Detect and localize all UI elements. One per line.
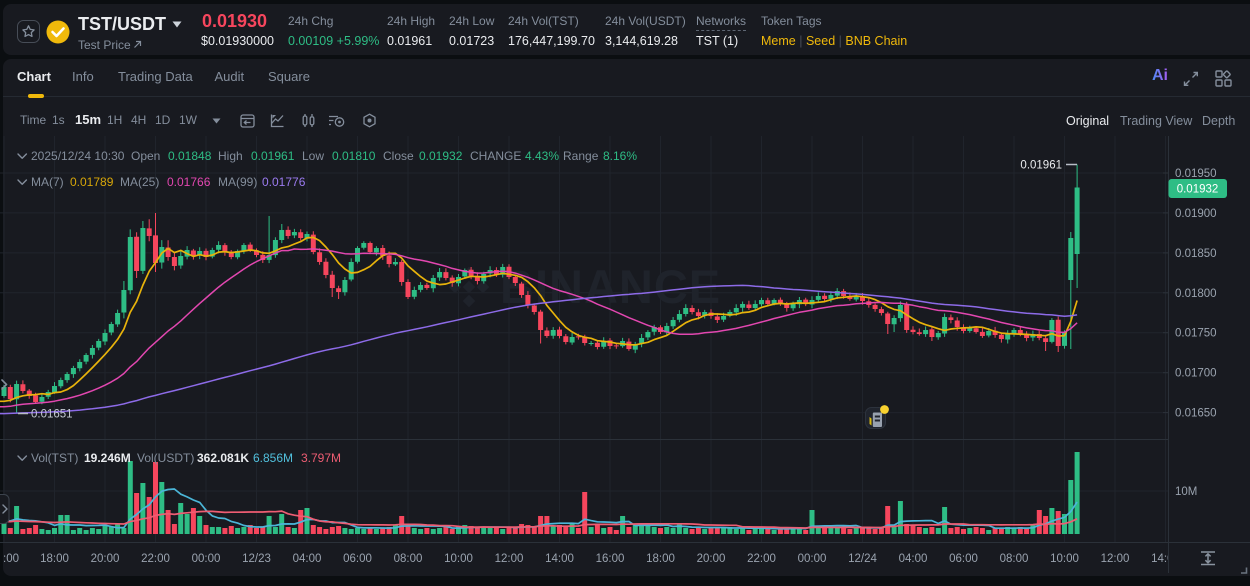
svg-text:0.01700: 0.01700 bbox=[1175, 368, 1217, 380]
svg-text:CHANGE: CHANGE bbox=[470, 149, 521, 163]
svg-text:22:00: 22:00 bbox=[141, 553, 170, 565]
svg-text:0.01800: 0.01800 bbox=[1175, 288, 1217, 300]
svg-text:Vol(TST): Vol(TST) bbox=[31, 451, 78, 465]
svg-text:Range: Range bbox=[563, 149, 599, 163]
svg-text:18:00: 18:00 bbox=[646, 553, 675, 565]
svg-text:High: High bbox=[218, 149, 243, 163]
svg-text:3.797M: 3.797M bbox=[301, 451, 341, 465]
svg-text:4.43%: 4.43% bbox=[525, 149, 559, 163]
svg-text:0.01961: 0.01961 bbox=[251, 149, 295, 163]
svg-text:0.01848: 0.01848 bbox=[168, 149, 212, 163]
svg-text:12/23: 12/23 bbox=[242, 553, 271, 565]
svg-text:06:00: 06:00 bbox=[949, 553, 978, 565]
svg-text:12:00: 12:00 bbox=[495, 553, 524, 565]
svg-text:8.16%: 8.16% bbox=[603, 149, 637, 163]
svg-text:0.01651: 0.01651 bbox=[31, 409, 73, 421]
svg-text:6.856M: 6.856M bbox=[253, 451, 293, 465]
svg-text:0.01950: 0.01950 bbox=[1175, 168, 1217, 180]
svg-text:10:00: 10:00 bbox=[1050, 553, 1079, 565]
svg-text:12:00: 12:00 bbox=[1101, 553, 1130, 565]
svg-text:Vol(USDT): Vol(USDT) bbox=[137, 451, 194, 465]
svg-text:14:00: 14:00 bbox=[1151, 553, 1180, 565]
svg-text:0.01789: 0.01789 bbox=[70, 175, 114, 189]
svg-text:Low: Low bbox=[302, 149, 324, 163]
svg-text:0.01810: 0.01810 bbox=[332, 149, 376, 163]
svg-text:22:00: 22:00 bbox=[747, 553, 776, 565]
svg-text:12/24: 12/24 bbox=[848, 553, 877, 565]
svg-text:0.01961: 0.01961 bbox=[1020, 160, 1062, 172]
svg-text:08:00: 08:00 bbox=[1000, 553, 1029, 565]
svg-text:MA(99): MA(99) bbox=[218, 175, 257, 189]
svg-text:362.081K: 362.081K bbox=[197, 451, 249, 465]
svg-text:16:00: 16:00 bbox=[596, 553, 625, 565]
svg-text:0.01766: 0.01766 bbox=[167, 175, 211, 189]
svg-text:19.246M: 19.246M bbox=[84, 451, 131, 465]
svg-text:18:00: 18:00 bbox=[40, 553, 69, 565]
svg-text:0.01650: 0.01650 bbox=[1175, 408, 1217, 420]
svg-text:10:00: 10:00 bbox=[444, 553, 473, 565]
svg-text:10M: 10M bbox=[1175, 486, 1197, 498]
svg-text:0.01776: 0.01776 bbox=[262, 175, 306, 189]
svg-text:04:00: 04:00 bbox=[899, 553, 928, 565]
svg-text:0.01932: 0.01932 bbox=[419, 149, 463, 163]
svg-text:08:00: 08:00 bbox=[394, 553, 423, 565]
svg-text::00: :00 bbox=[3, 553, 19, 565]
svg-text:0.01850: 0.01850 bbox=[1175, 248, 1217, 260]
svg-text:MA(25): MA(25) bbox=[120, 175, 159, 189]
svg-text:Close: Close bbox=[383, 149, 414, 163]
svg-text:MA(7): MA(7) bbox=[31, 175, 64, 189]
svg-text:20:00: 20:00 bbox=[697, 553, 726, 565]
svg-text:00:00: 00:00 bbox=[798, 553, 827, 565]
svg-text:14:00: 14:00 bbox=[545, 553, 574, 565]
svg-text:2025/12/24 10:30: 2025/12/24 10:30 bbox=[31, 149, 125, 163]
svg-text:Open: Open bbox=[131, 149, 160, 163]
svg-text:0.01900: 0.01900 bbox=[1175, 208, 1217, 220]
svg-text:0.01750: 0.01750 bbox=[1175, 328, 1217, 340]
svg-text:0.01932: 0.01932 bbox=[1177, 184, 1219, 196]
svg-text:04:00: 04:00 bbox=[293, 553, 322, 565]
svg-text:00:00: 00:00 bbox=[192, 553, 221, 565]
svg-text:06:00: 06:00 bbox=[343, 553, 372, 565]
svg-text:20:00: 20:00 bbox=[91, 553, 120, 565]
